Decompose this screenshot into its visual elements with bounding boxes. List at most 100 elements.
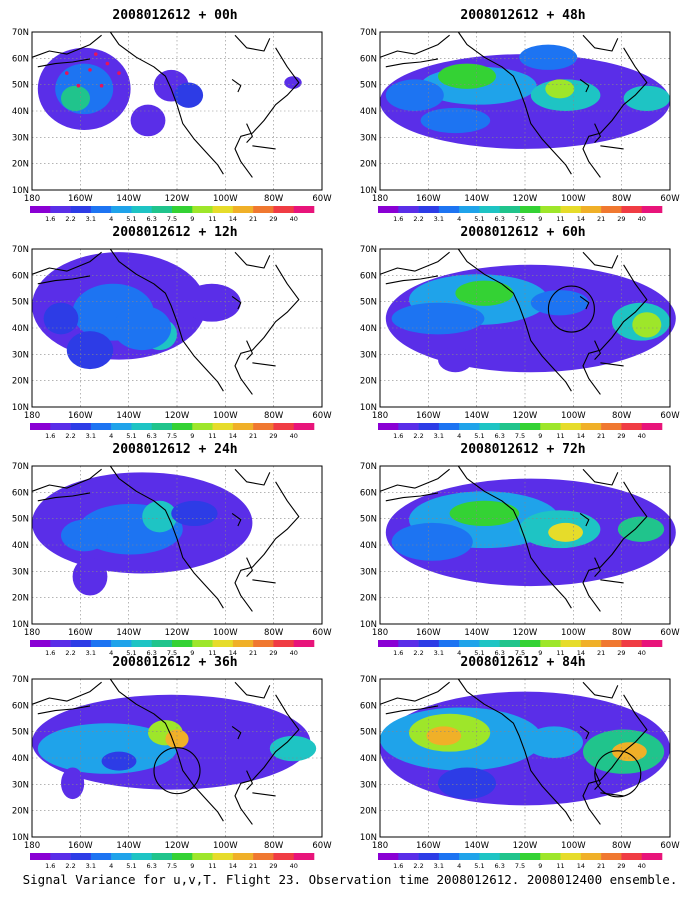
legend-swatch [253, 206, 274, 213]
panel-title: 2008012612 + 00h [112, 8, 238, 23]
coastline-path [109, 31, 224, 175]
verification-region-circle [547, 285, 595, 333]
legend-label: 5.1 [474, 862, 484, 870]
coastline-path [252, 145, 276, 150]
legend-label: 1.6 [393, 215, 403, 223]
legend-label: 14 [229, 432, 237, 440]
latitude-label: 10N [360, 186, 377, 196]
legend-label: 14 [577, 649, 585, 657]
legend-swatch [621, 640, 643, 647]
latitude-label: 10N [360, 833, 377, 843]
latitude-label: 30N [12, 780, 29, 790]
latitude-label: 30N [360, 350, 377, 360]
color-legend-bar [378, 853, 663, 860]
latitude-label: 20N [360, 807, 377, 817]
legend-swatch [641, 423, 663, 430]
legend-swatch [50, 206, 71, 213]
legend-label: 2.2 [65, 649, 75, 657]
legend-label: 21 [597, 862, 605, 870]
coastline-path [579, 78, 590, 93]
flight-track-dot [117, 71, 121, 75]
legend-swatch [232, 640, 254, 647]
latitude-label: 20N [360, 377, 377, 387]
legend-swatch [398, 853, 419, 860]
longitude-label: 100W [561, 194, 586, 204]
legend-label: 4 [457, 215, 461, 223]
longitude-label: 100W [213, 411, 238, 421]
legend-swatch [70, 423, 92, 430]
legend-swatch [641, 206, 663, 213]
variance-contour [385, 79, 444, 111]
coastline-path [37, 705, 91, 715]
legend-label: 2.2 [65, 215, 75, 223]
legend-swatch [50, 640, 71, 647]
legend-swatch [293, 640, 315, 647]
map-gridlines [380, 32, 670, 190]
longitude-label: 100W [213, 194, 238, 204]
variance-contour [130, 104, 166, 137]
coastline-path [252, 579, 276, 584]
verification-region-circle [153, 747, 201, 795]
latitude-label: 40N [12, 107, 29, 117]
legend-label: 5.1 [474, 215, 484, 223]
latitude-label: 70N [360, 28, 377, 38]
latitude-label: 40N [360, 754, 377, 764]
legend-label: 2.2 [413, 215, 423, 223]
longitude-label: 140W [116, 841, 141, 851]
legend-swatch [520, 853, 541, 860]
longitude-label: 140W [464, 411, 489, 421]
map-gridlines [380, 249, 670, 407]
latitude-label: 70N [12, 462, 29, 472]
legend-swatch [172, 853, 193, 860]
legend-label: 3.1 [434, 215, 444, 223]
legend-swatch [601, 640, 622, 647]
legend-label: 4 [457, 862, 461, 870]
coastline-path [457, 31, 572, 175]
legend-label: 3.1 [434, 432, 444, 440]
coastline-path [385, 275, 439, 285]
legend-swatch [378, 853, 399, 860]
legend-label: 29 [617, 862, 625, 870]
legend-label: 5.1 [474, 649, 484, 657]
latitude-label: 50N [360, 298, 377, 308]
coastline-path [234, 694, 300, 825]
longitude-label: 60W [312, 841, 332, 851]
legend-label: 29 [617, 215, 625, 223]
variance-contour [37, 723, 177, 774]
longitude-label: 80W [264, 411, 284, 421]
map-panel-36h: 2008012612 + 36h 70N 60N 50N 40N 30N 20N 10N 18… [10, 655, 340, 870]
variance-contour [455, 280, 514, 306]
coastline-path [231, 725, 242, 740]
legend-swatch [499, 640, 521, 647]
variance-map: 70N 60N 50N 40N 30N 20N 10N 180 160W 140W 120W 100W… [10, 675, 340, 870]
legend-label: 9 [190, 215, 194, 223]
latitude-label: 60N [12, 488, 29, 498]
variance-contour [113, 305, 172, 351]
variance-field [385, 478, 676, 587]
legend-label: 29 [269, 432, 277, 440]
legend-swatch [580, 206, 602, 213]
coastline-path [385, 705, 439, 715]
panel-title: 2008012612 + 12h [112, 225, 238, 240]
legend-swatch [30, 423, 51, 430]
legend-label: 40 [290, 862, 298, 870]
legend-label: 21 [597, 649, 605, 657]
variance-field [32, 252, 241, 370]
latitude-label: 60N [12, 271, 29, 281]
legend-label: 7.5 [167, 862, 177, 870]
variance-map: 70N 60N 50N 40N 30N 20N 10N 180 160W 140W 120W 100W… [358, 675, 688, 870]
latitude-label: 70N [12, 28, 29, 38]
legend-swatch [90, 423, 112, 430]
variance-contour [420, 107, 491, 134]
coastline-path [246, 557, 253, 577]
coastline-path [231, 295, 242, 310]
legend-swatch [479, 206, 501, 213]
figure-caption: Signal Variance for u,v,T. Flight 23. Ob… [22, 872, 678, 887]
latitude-label: 70N [360, 675, 377, 685]
coastline-path [594, 340, 601, 360]
legend-swatch [30, 640, 51, 647]
latitude-label: 50N [12, 81, 29, 91]
longitude-label: 80W [612, 411, 632, 421]
longitude-label: 180 [24, 194, 40, 204]
coastline-path [231, 78, 242, 93]
